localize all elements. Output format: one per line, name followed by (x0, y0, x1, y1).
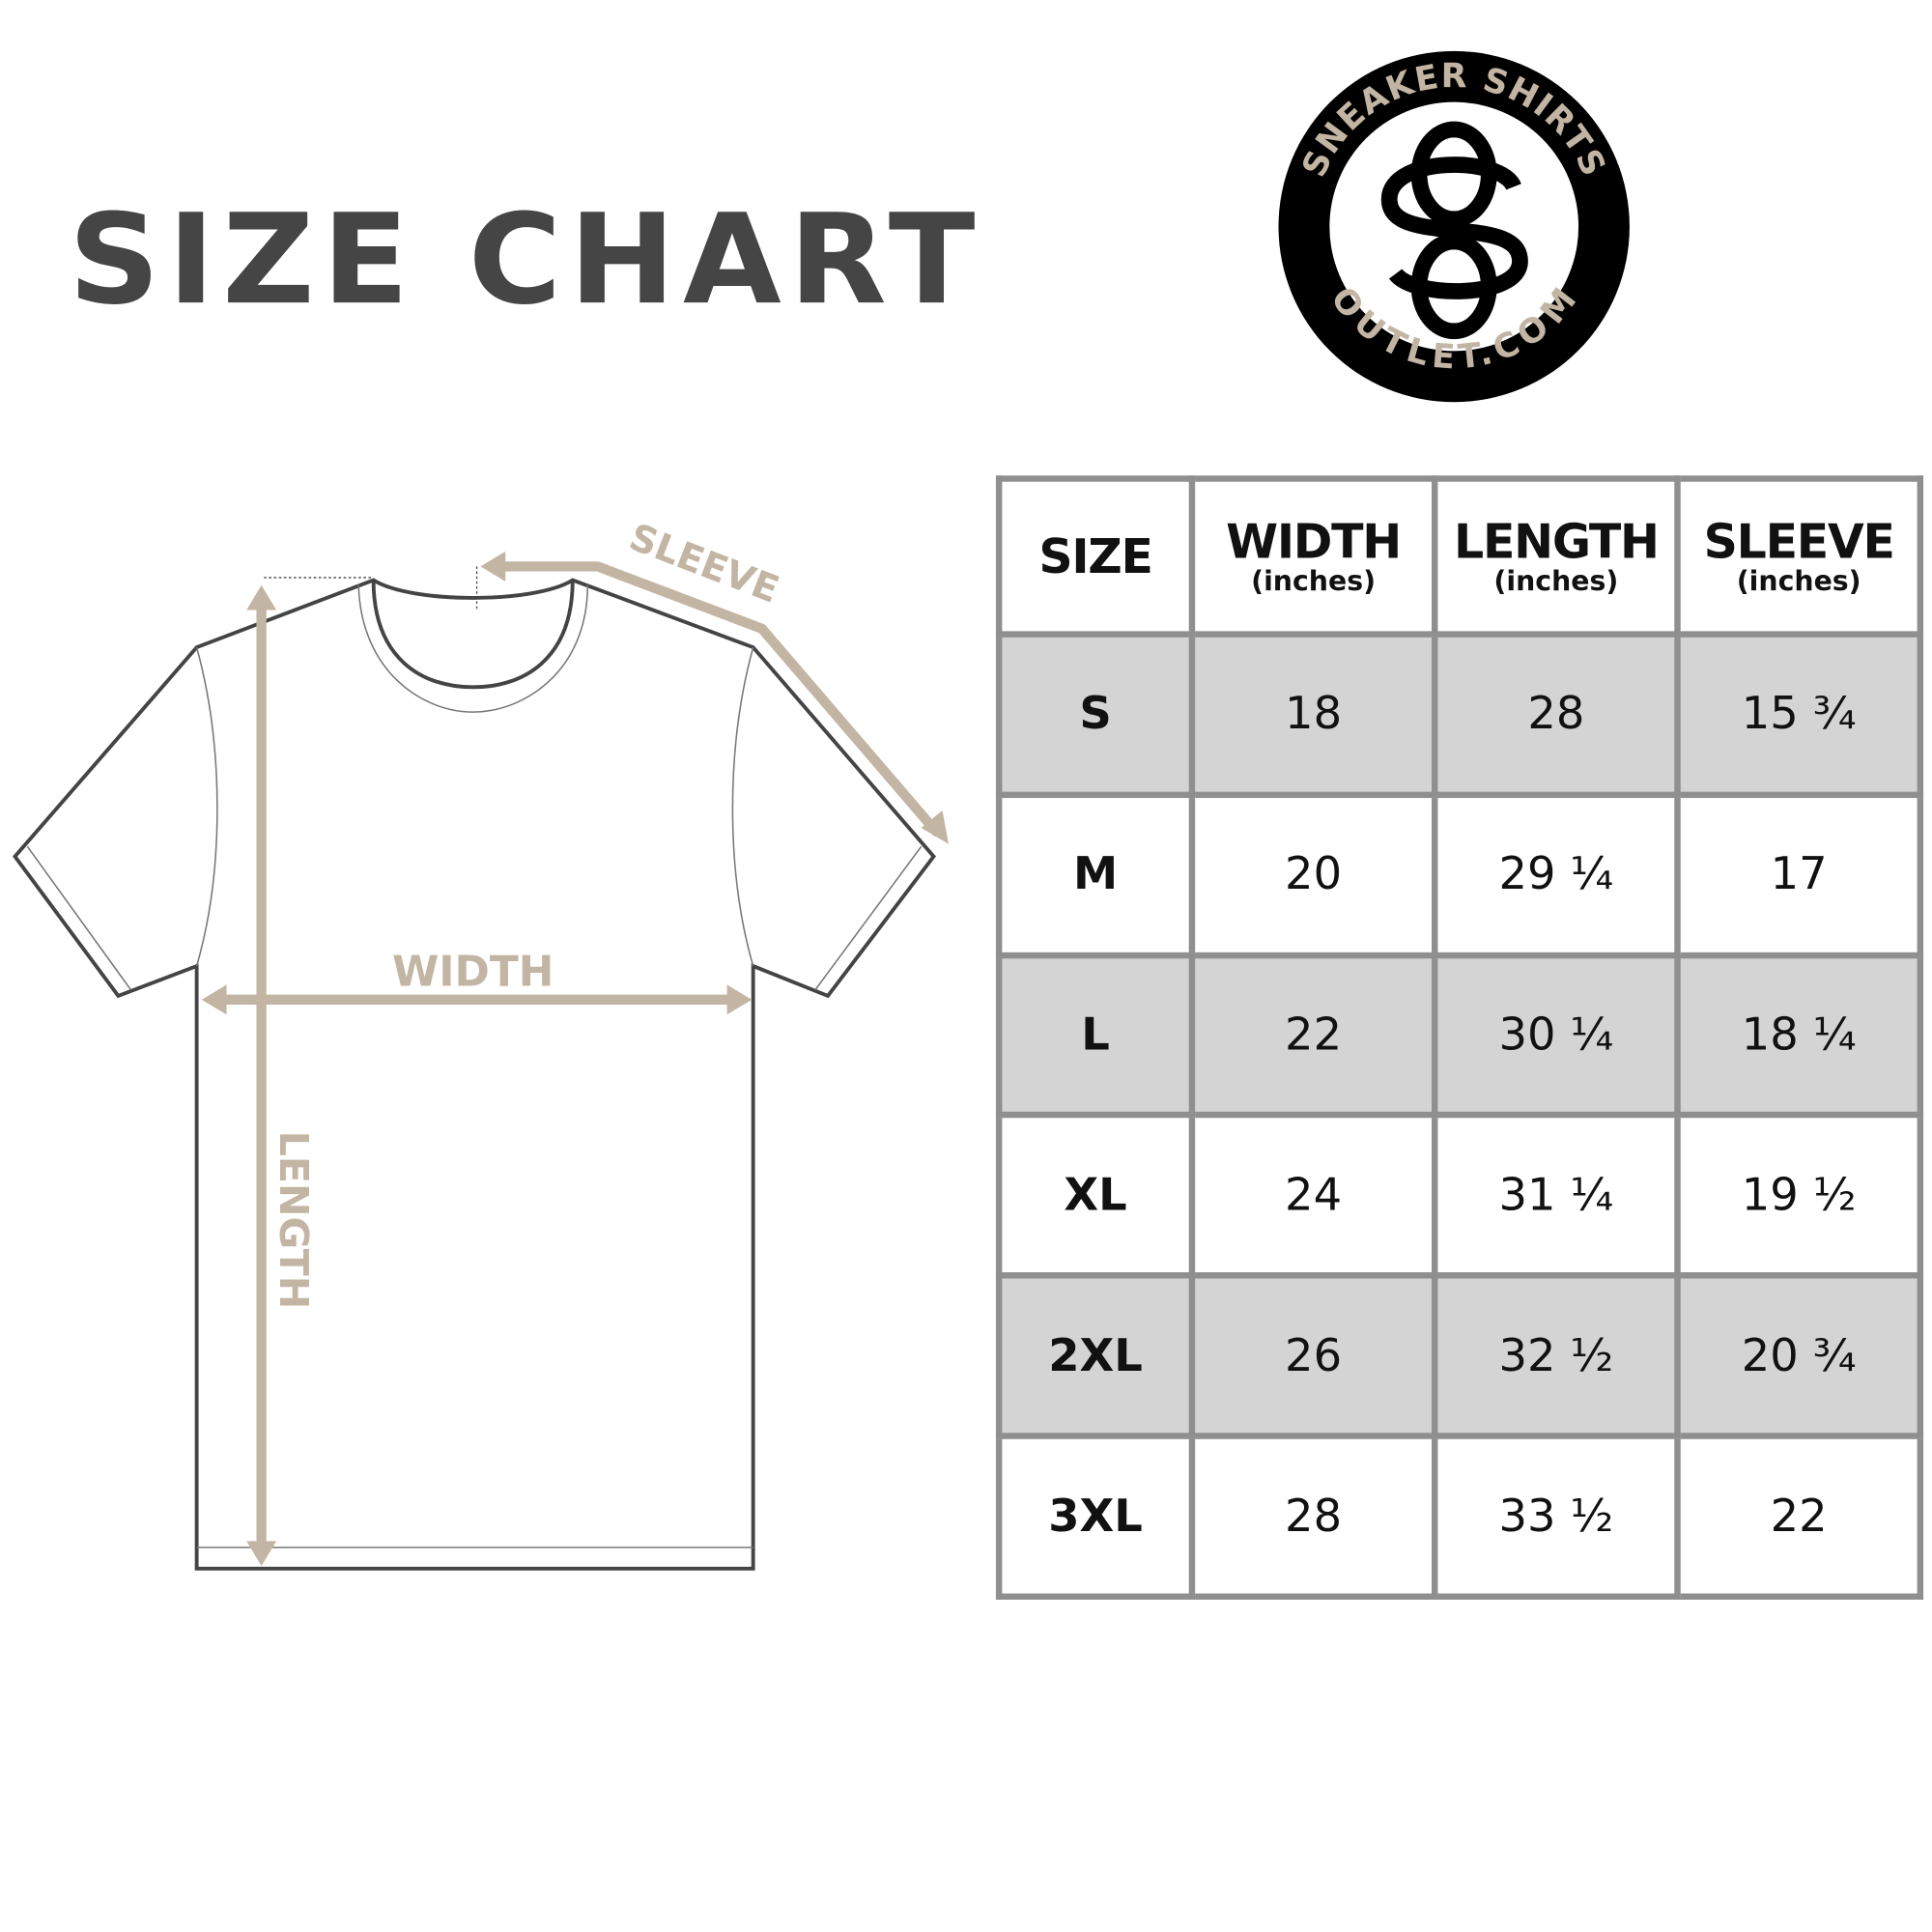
length-cell: 29 ¼ (1432, 791, 1681, 958)
length-cell: 33 ½ (1432, 1433, 1681, 1600)
length-cell: 32 ½ (1432, 1272, 1681, 1439)
tshirt-diagram: WIDTH LENGTH SLEEVE (12, 516, 949, 1571)
header-size: SIZE (995, 475, 1196, 638)
table-row: S 18 28 15 ¾ (995, 631, 1924, 798)
sleeve-cell: 17 (1674, 791, 1924, 958)
sleeve-cell: 20 ¾ (1674, 1272, 1924, 1439)
size-cell: 3XL (995, 1433, 1196, 1600)
header-width: WIDTH (inches) (1188, 475, 1438, 638)
width-cell: 28 (1188, 1433, 1438, 1600)
width-cell: 22 (1188, 952, 1438, 1119)
sleeve-label: SLEEVE (623, 516, 784, 612)
table-row: M 20 29 ¼ 17 (995, 791, 1924, 958)
size-cell: M (995, 791, 1196, 958)
size-table: SIZE WIDTH (inches) LENGTH (inches) SLEEVE… (995, 475, 1924, 1600)
sleeve-cell: 19 ½ (1674, 1112, 1924, 1279)
sleeve-cell: 22 (1674, 1433, 1924, 1600)
length-cell: 31 ¼ (1432, 1112, 1681, 1279)
width-label: WIDTH (392, 948, 554, 997)
size-cell: L (995, 952, 1196, 1119)
brand-logo: SNEAKER SHIRTS OUTLET.COM (1278, 50, 1630, 403)
width-cell: 26 (1188, 1272, 1438, 1439)
page-title: SIZE CHART (68, 186, 983, 333)
length-cell: 28 (1432, 631, 1681, 798)
size-cell: S (995, 631, 1196, 798)
header-row: SIZE WIDTH (inches) LENGTH (inches) SLEEVE… (995, 475, 1924, 638)
size-cell: 2XL (995, 1272, 1196, 1439)
length-cell: 30 ¼ (1432, 952, 1681, 1119)
tshirt-outline (12, 578, 937, 1571)
sleeve-cell: 18 ¼ (1674, 952, 1924, 1119)
size-cell: XL (995, 1112, 1196, 1279)
width-cell: 18 (1188, 631, 1438, 798)
header-sleeve: SLEEVE (inches) (1674, 475, 1924, 638)
table-row: L 22 30 ¼ 18 ¼ (995, 952, 1924, 1119)
length-label: LENGTH (270, 1131, 317, 1310)
sleeve-arrow (488, 561, 942, 838)
header-length: LENGTH (inches) (1432, 475, 1681, 638)
table-row: 2XL 26 32 ½ 20 ¾ (995, 1272, 1924, 1439)
width-cell: 24 (1188, 1112, 1438, 1279)
sleeve-cell: 15 ¾ (1674, 631, 1924, 798)
table-row: XL 24 31 ¼ 19 ½ (995, 1112, 1924, 1279)
table-row: 3XL 28 33 ½ 22 (995, 1433, 1924, 1600)
width-cell: 20 (1188, 791, 1438, 958)
